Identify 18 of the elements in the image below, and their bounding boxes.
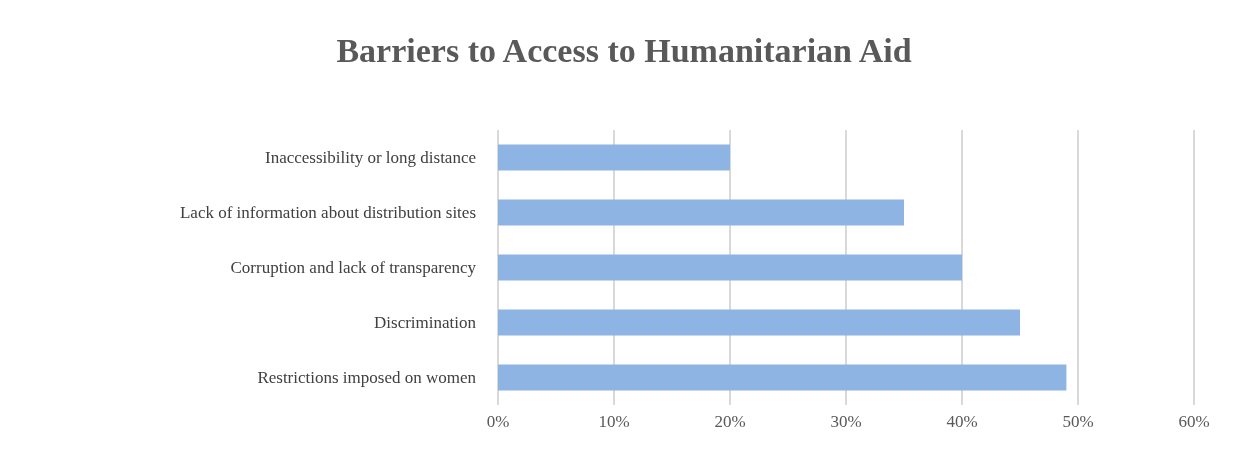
bar [498, 309, 1020, 336]
y-tick-label: Discrimination [374, 313, 477, 332]
x-tick-label: 10% [598, 412, 630, 431]
y-tick-label: Lack of information about distribution sites [179, 203, 476, 222]
bar [498, 199, 904, 226]
x-tick-label: 50% [1062, 412, 1094, 431]
x-tick-label: 60% [1178, 412, 1210, 431]
y-tick-label: Corruption and lack of transparency [230, 258, 477, 277]
bar [498, 254, 962, 281]
x-tick-label: 30% [830, 412, 862, 431]
chart-title: Barriers to Access to Humanitarian Aid [336, 31, 912, 69]
y-tick-label: Restrictions imposed on women [257, 368, 477, 387]
x-tick-label: 20% [714, 412, 746, 431]
bar [498, 364, 1067, 391]
x-tick-label: 0% [486, 412, 510, 431]
bar [498, 144, 730, 171]
x-tick-label: 40% [946, 412, 978, 431]
y-tick-label: Inaccessibility or long distance [264, 148, 476, 167]
